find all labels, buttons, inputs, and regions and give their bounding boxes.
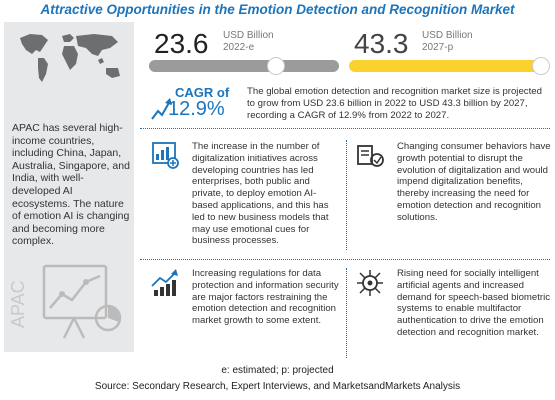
source-note: Source: Secondary Research, Expert Inter… xyxy=(94,381,461,392)
unit-2027-year: 2027-p xyxy=(422,42,454,53)
market-value-2022: 23.6 xyxy=(154,28,209,59)
region-label: APAC xyxy=(8,280,28,328)
apac-chart-illustration-icon: APAC xyxy=(8,264,122,339)
unit-2022-year: 2022-e xyxy=(223,42,255,53)
footnote: e: estimated; p: projected xyxy=(221,365,334,376)
opportunity-card-text: Rising need for socially intelligent art… xyxy=(397,268,551,338)
cagr-value: 12.9% xyxy=(168,98,225,120)
column-divider xyxy=(346,268,347,358)
section-divider xyxy=(140,128,550,129)
market-value-2027: 43.3 xyxy=(354,28,409,59)
market-bar-2022 xyxy=(149,57,339,75)
growth-arrow-icon xyxy=(151,98,172,120)
cagr-label: CAGR of xyxy=(175,85,230,100)
market-summary: The global emotion detection and recogni… xyxy=(247,86,542,121)
bar-knob-2027 xyxy=(532,57,550,75)
column-divider xyxy=(346,140,347,250)
world-map-icon xyxy=(20,34,120,82)
region-panel: APAC has several high-income countries, … xyxy=(4,22,134,352)
unit-2022-currency: USD Billion xyxy=(223,30,274,41)
region-description: APAC has several high-income countries, … xyxy=(12,122,130,248)
bar-knob-2022 xyxy=(267,57,285,75)
ai-brain-icon xyxy=(357,270,383,296)
opportunity-card-text: The increase in the number of digitaliza… xyxy=(192,141,329,247)
opportunity-card-text: Changing consumer behaviors have growth … xyxy=(397,141,551,223)
digital-transformation-icon xyxy=(152,142,179,169)
market-bar-2027 xyxy=(349,57,550,75)
regulation-chart-icon xyxy=(151,269,178,296)
unit-2022: USD Billion 2022-e xyxy=(223,30,274,54)
page-title: Attractive Opportunities in the Emotion … xyxy=(40,2,515,17)
unit-2027: USD Billion 2027-p xyxy=(422,30,473,54)
changing-behavior-icon xyxy=(357,145,384,167)
unit-2027-currency: USD Billion xyxy=(422,30,473,41)
section-divider xyxy=(140,259,550,260)
opportunity-card-text: Increasing regulations for data protecti… xyxy=(192,268,339,327)
